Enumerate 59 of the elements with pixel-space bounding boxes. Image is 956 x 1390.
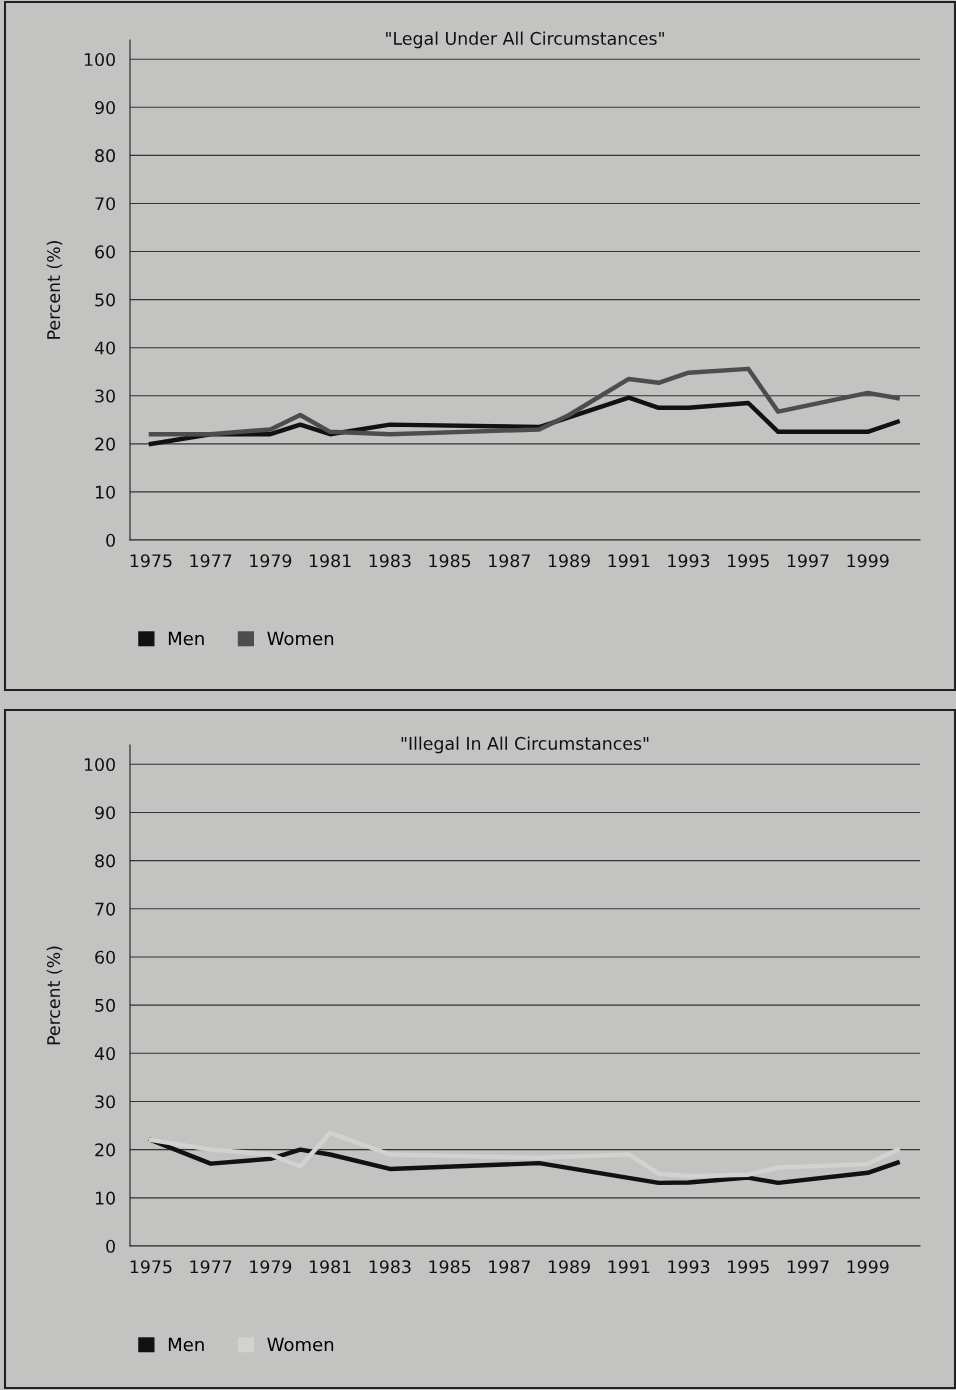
y-tick-label: 40: [94, 341, 115, 355]
y-tick-label: 0: [106, 1239, 115, 1253]
x-tick-label: 1999: [847, 1260, 889, 1274]
line-series: [148, 1130, 900, 1179]
y-tick-label: 90: [95, 806, 115, 820]
x-tick-label: 1997: [787, 1260, 829, 1274]
y-tick-label: 40: [94, 1047, 115, 1061]
y-tick-label: 10: [95, 485, 115, 499]
x-tick-label: 1975: [130, 1260, 172, 1274]
y-tick-label: 60: [95, 950, 115, 964]
legend-label: Men: [168, 1337, 204, 1352]
chart-title: "Illegal In All Circumstances": [401, 736, 649, 754]
x-tick-label: 1983: [369, 554, 411, 568]
y-tick-label: 70: [95, 902, 115, 916]
x-tick-label: 1983: [369, 1260, 411, 1274]
y-tick-label: 80: [95, 149, 115, 163]
x-tick-label: 1995: [728, 554, 769, 568]
x-tick-label: 1979: [250, 1260, 292, 1274]
x-tick-label: 1989: [548, 1260, 590, 1274]
x-tick-label: 1981: [309, 1260, 351, 1274]
x-tick-label: 1995: [728, 1260, 769, 1274]
x-tick-label: 1981: [309, 554, 351, 568]
x-tick-label: 1977: [190, 554, 232, 568]
y-tick-label: 20: [95, 1143, 115, 1157]
legend-label: Men: [168, 631, 204, 646]
y-axis-title: Percent (%): [46, 946, 63, 1045]
y-tick-label: 60: [95, 245, 115, 259]
y-axis-title: Percent (%): [46, 241, 63, 339]
x-tick-label: 1999: [847, 554, 889, 568]
y-tick-label: 50: [95, 293, 115, 307]
line-series: [148, 366, 900, 437]
y-tick-label: 100: [84, 757, 115, 772]
y-tick-label: 20: [95, 437, 115, 451]
x-tick-label: 1977: [190, 1260, 232, 1274]
y-tick-label: 90: [95, 101, 115, 115]
x-tick-label: 1985: [429, 1260, 471, 1274]
x-tick-label: 1987: [489, 554, 530, 568]
y-tick-label: 10: [95, 1191, 115, 1205]
legend-label: Women: [267, 631, 334, 646]
x-tick-label: 1991: [608, 1260, 650, 1274]
y-tick-label: 70: [95, 197, 115, 211]
y-tick-label: 30: [95, 389, 115, 403]
x-tick-label: 1993: [668, 554, 710, 568]
chart-title: "Legal Under All Circumstances": [386, 31, 664, 49]
line-series: [148, 1137, 900, 1186]
y-tick-label: 80: [95, 854, 115, 868]
x-tick-label: 1975: [130, 554, 172, 568]
x-tick-label: 1987: [489, 1260, 530, 1274]
y-tick-label: 50: [95, 998, 115, 1012]
y-tick-label: 0: [106, 533, 115, 547]
x-tick-label: 1991: [608, 554, 650, 568]
x-tick-label: 1985: [429, 554, 471, 568]
x-tick-label: 1997: [787, 554, 829, 568]
y-tick-label: 100: [84, 52, 115, 67]
y-tick-label: 30: [95, 1095, 115, 1109]
x-tick-label: 1989: [548, 554, 590, 568]
x-tick-label: 1993: [668, 1260, 710, 1274]
legend-label: Women: [267, 1337, 334, 1352]
x-tick-label: 1979: [250, 554, 292, 568]
